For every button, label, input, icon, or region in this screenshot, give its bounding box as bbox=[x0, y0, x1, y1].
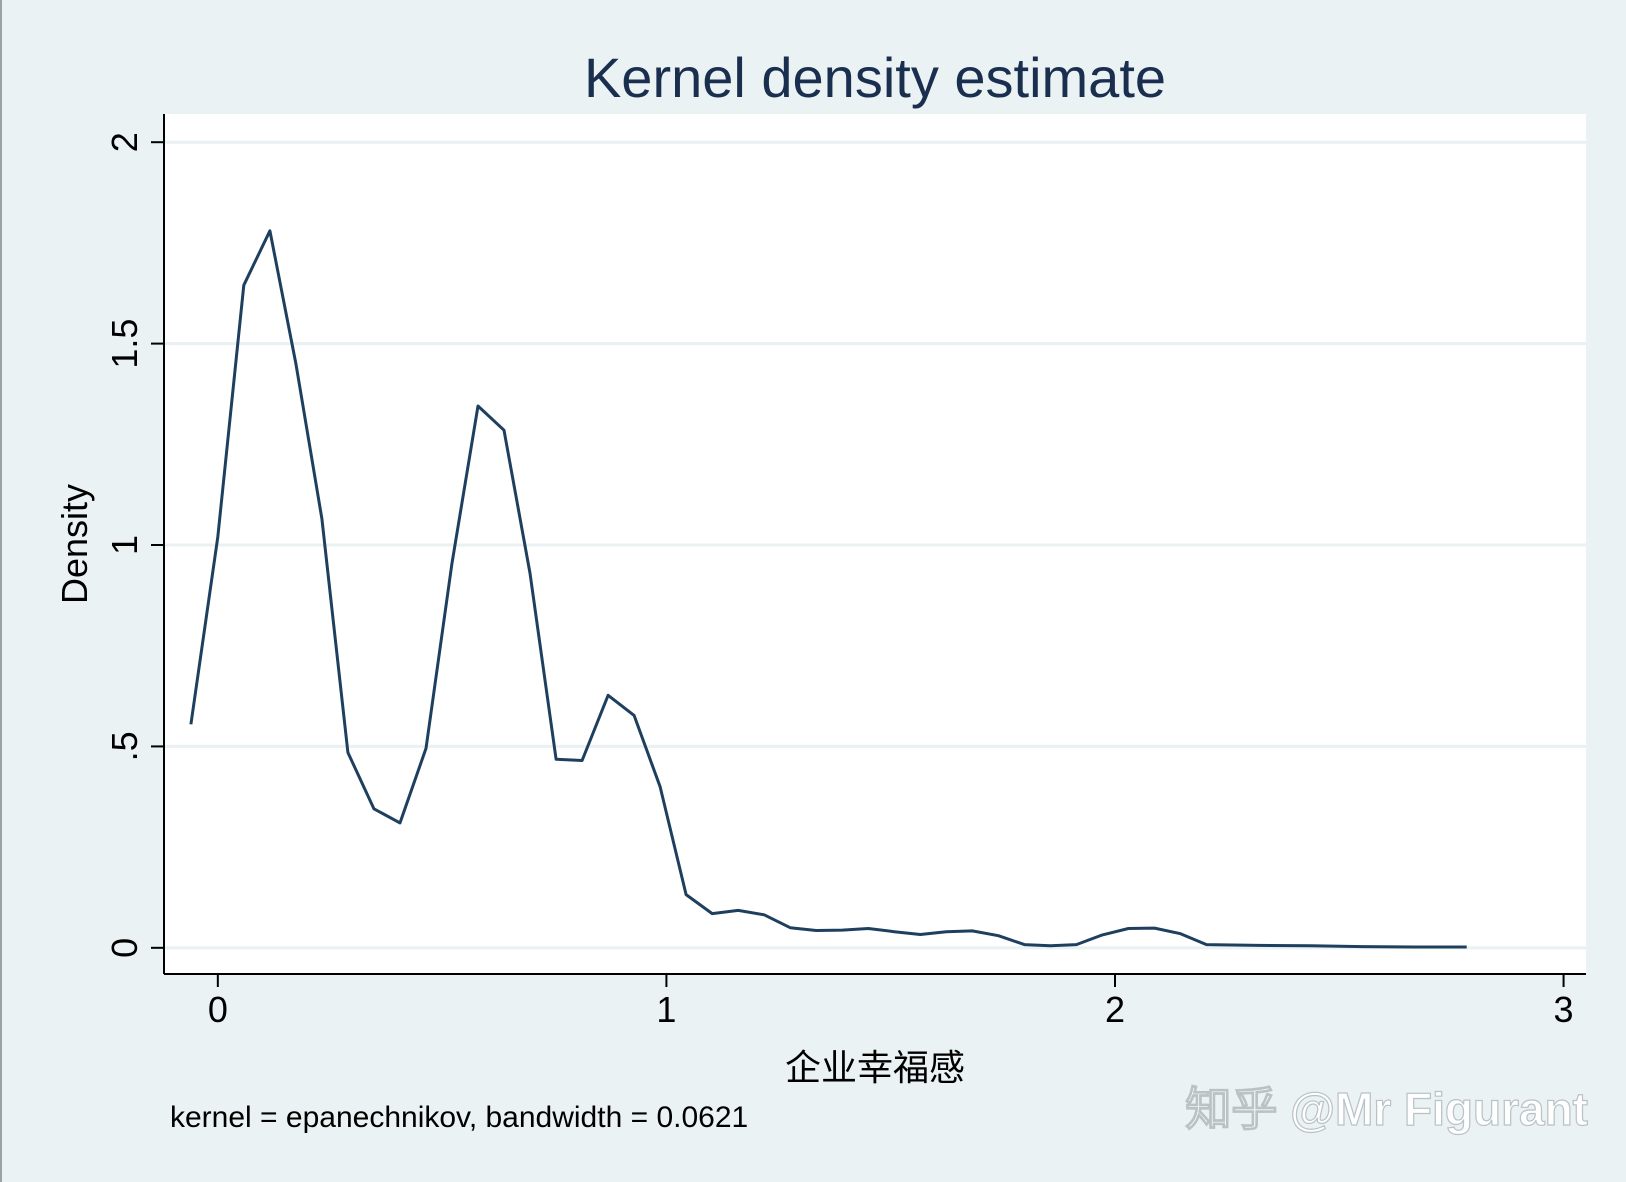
y-tick-label: 0 bbox=[104, 938, 145, 958]
kernel-note: kernel = epanechnikov, bandwidth = 0.062… bbox=[170, 1101, 748, 1134]
x-tick-label: 3 bbox=[1554, 989, 1574, 1030]
chart-title: Kernel density estimate bbox=[584, 46, 1166, 109]
y-tick-label: 1.5 bbox=[104, 319, 145, 369]
x-tick-label: 0 bbox=[208, 989, 228, 1030]
ticks: 0 .5 1 1.5 2 0 1 2 3 bbox=[104, 132, 1574, 1030]
watermark: 知乎 @Mr Figurant bbox=[1185, 1083, 1588, 1135]
y-axis-title: Density bbox=[54, 484, 95, 604]
y-tick-label: 1 bbox=[104, 535, 145, 555]
x-tick-label: 2 bbox=[1105, 989, 1125, 1030]
density-curve bbox=[189, 229, 1467, 949]
x-tick-label: 1 bbox=[656, 989, 676, 1030]
y-tick-label: 2 bbox=[104, 132, 145, 152]
y-tick-label: .5 bbox=[104, 731, 145, 761]
axes bbox=[163, 114, 1586, 975]
x-axis-title: 企业幸福感 bbox=[785, 1047, 965, 1088]
